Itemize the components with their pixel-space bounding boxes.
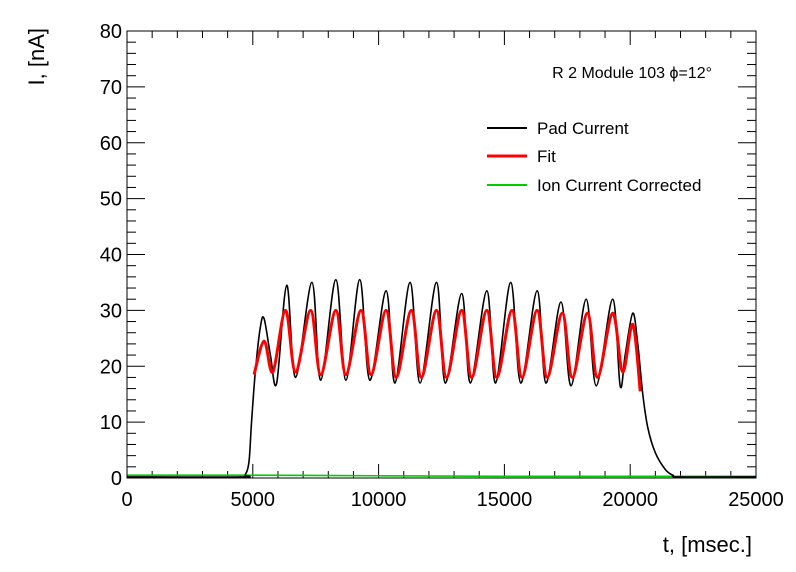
series-line-fit [252, 308, 642, 392]
legend-label-ion-current-corrected: Ion Current Corrected [537, 176, 701, 195]
plot-frame [126, 30, 757, 479]
legend-label-pad-current: Pad Current [537, 119, 629, 138]
x-axis-title: t, [msec.] [663, 532, 752, 557]
y-axis-ticks [127, 30, 756, 479]
y-tick-labels: 0 10 20 30 40 50 60 70 80 [100, 21, 122, 490]
y-tick-label: 40 [100, 245, 122, 267]
legend-label-fit: Fit [537, 147, 556, 166]
legend: Pad Current Fit Ion Current Corrected [487, 119, 701, 195]
y-tick-label: 80 [100, 21, 122, 43]
y-tick-label: 70 [100, 77, 122, 99]
y-tick-label: 50 [100, 189, 122, 211]
series-line-ion-current-corrected [126, 474, 756, 478]
x-tick-label: 25000 [728, 489, 784, 511]
series-line-pad-current [126, 278, 757, 478]
y-tick-label: 60 [100, 133, 122, 155]
y-tick-label: 10 [100, 412, 122, 434]
x-tick-label: 15000 [477, 489, 533, 511]
chart-annotation: R 2 Module 103 ϕ=12° [552, 65, 712, 82]
plot-series [126, 278, 757, 478]
y-tick-label: 30 [100, 300, 122, 322]
y-tick-label: 0 [111, 468, 122, 490]
x-tick-labels: 0 5000 10000 15000 20000 25000 [121, 489, 783, 511]
x-tick-label: 5000 [231, 489, 276, 511]
x-tick-label: 20000 [602, 489, 658, 511]
x-tick-label: 0 [121, 489, 132, 511]
y-tick-label: 20 [100, 356, 122, 378]
x-tick-label: 10000 [351, 489, 407, 511]
y-axis-title: I, [nA] [24, 28, 49, 85]
